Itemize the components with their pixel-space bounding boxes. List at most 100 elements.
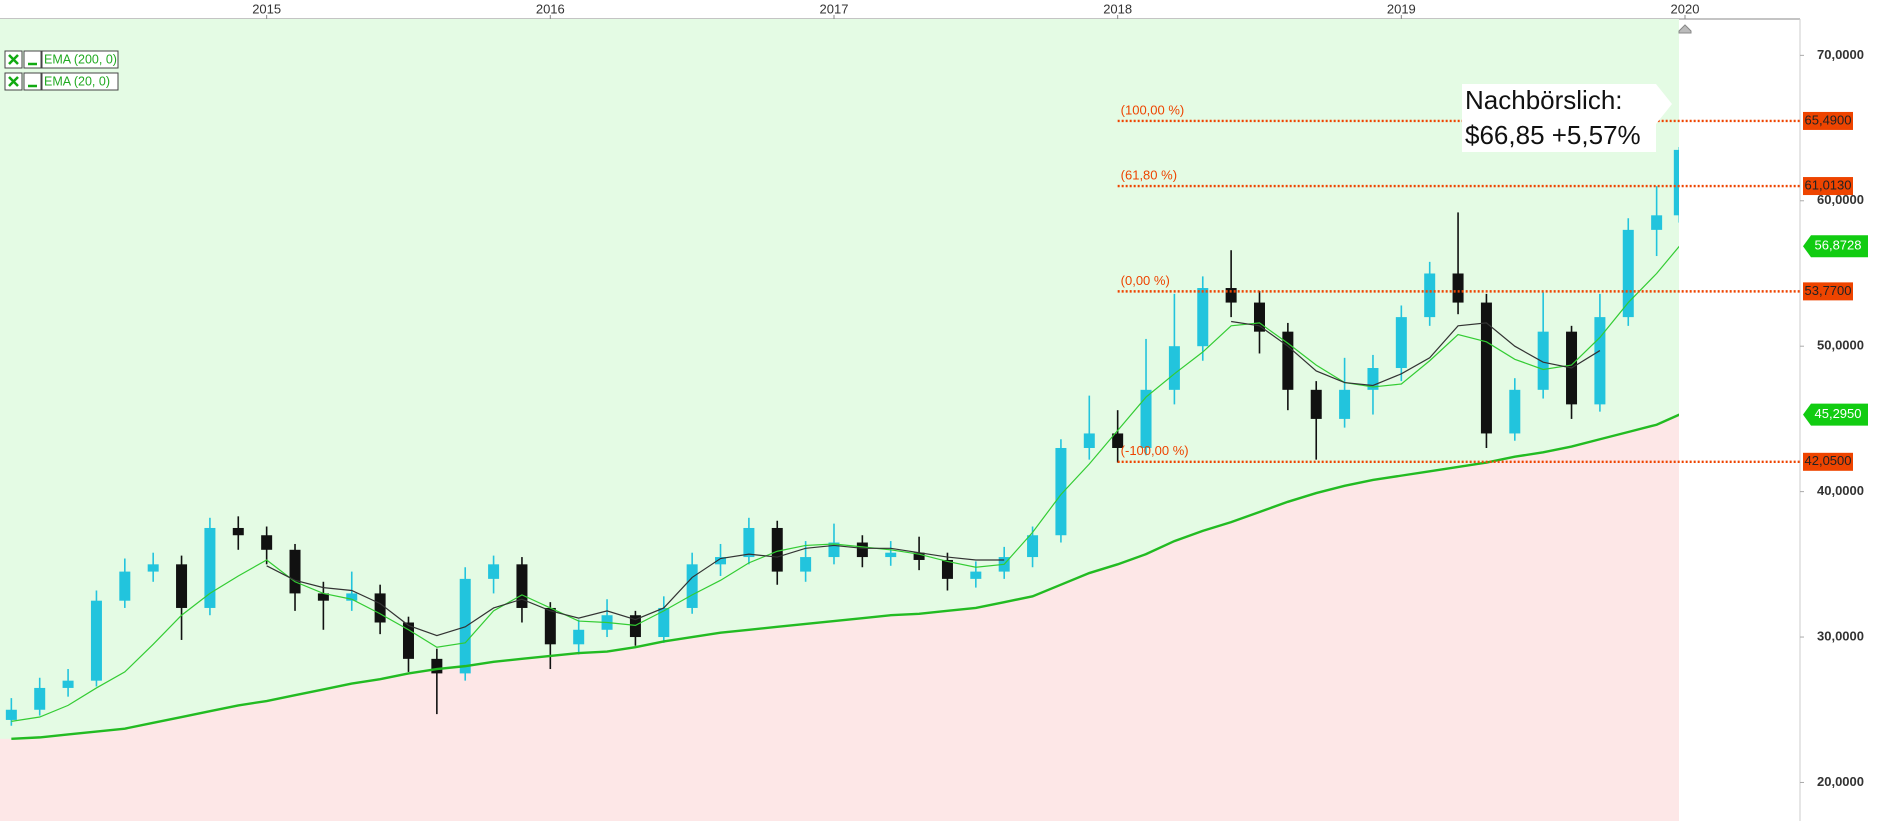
candle-body <box>1622 229 1634 318</box>
x-tick-label: 2018 <box>1103 1 1132 16</box>
level-label: (100,00 %) <box>1121 102 1185 117</box>
level-value-box <box>1803 282 1853 301</box>
level-value-box <box>1803 111 1853 130</box>
legend-label-box <box>41 50 119 69</box>
candle-body <box>1168 346 1180 390</box>
y-tick-label: 50,0000 <box>1817 338 1864 353</box>
candle-body <box>119 571 131 601</box>
legend-label: EMA (200, 0) <box>44 52 117 66</box>
candle-body <box>232 527 244 536</box>
candle-body <box>1424 273 1436 318</box>
candle-body <box>1339 389 1351 419</box>
candle-body <box>544 607 556 645</box>
candle-body <box>62 680 74 688</box>
level-label: (-100,00 %) <box>1121 443 1189 458</box>
candle-body <box>658 607 670 638</box>
last-value-label: 56,8728 <box>1815 238 1862 253</box>
candle-body <box>1480 302 1492 434</box>
candle-body <box>885 552 897 558</box>
x-tick-label: 2019 <box>1387 1 1416 16</box>
candle-body <box>90 600 102 681</box>
below-area <box>0 414 1679 821</box>
legend-label-box <box>41 72 119 91</box>
candle-body <box>1197 288 1209 347</box>
candle-body <box>176 564 188 608</box>
legend-close-x <box>8 54 19 65</box>
candle-body <box>743 527 755 558</box>
candle-body <box>1027 535 1039 558</box>
candle-body <box>1537 331 1549 390</box>
legend-label: EMA (20, 0) <box>44 74 110 88</box>
candle-body <box>856 542 868 558</box>
candle-body <box>374 593 386 623</box>
candle-body <box>715 557 727 565</box>
overlay: 2015 2016 2017 2018 2019 2020 20,0000 30,0000 40… <box>4 1 1868 789</box>
level-value-label: 53,7700 <box>1805 283 1852 298</box>
candle-body <box>34 687 46 710</box>
candle-body <box>828 542 840 558</box>
legend-close-x <box>8 76 19 87</box>
candle-body <box>573 629 585 645</box>
candle-body <box>1112 433 1124 448</box>
candle-body <box>1083 433 1095 448</box>
candle-body <box>771 527 783 572</box>
candle-body <box>913 552 925 560</box>
candle-body <box>261 535 273 550</box>
legend-min-icon <box>23 72 42 91</box>
level-value-box <box>1803 452 1853 471</box>
candle-body <box>970 571 982 579</box>
candle-body <box>431 658 443 674</box>
plot-area <box>5 146 1679 741</box>
legend-entry: EMA (200, 0) <box>4 50 119 69</box>
candle-body <box>941 559 953 579</box>
candle-body <box>1282 331 1294 390</box>
candle-body <box>459 578 471 674</box>
level-value-label: 65,4900 <box>1805 112 1852 127</box>
candle-body <box>629 615 641 638</box>
plot-background <box>0 19 1679 821</box>
legend-entry: EMA (20, 0) <box>4 72 119 91</box>
level-label: (0,00 %) <box>1121 273 1170 288</box>
last-value-box <box>1803 235 1868 258</box>
candle-body <box>147 564 159 572</box>
x-tick-label: 2017 <box>820 1 849 16</box>
annotation-box <box>1462 84 1672 152</box>
end-marker <box>1678 24 1692 34</box>
candle-body <box>516 564 528 608</box>
annotation-text: $66,85 +5,57% <box>1465 120 1641 150</box>
candle-body <box>1140 389 1152 448</box>
level-value-box <box>1803 177 1853 196</box>
candle-body <box>1673 149 1679 216</box>
x-tick-label: 2015 <box>252 1 281 16</box>
candle-body <box>346 593 358 601</box>
y-tick-label: 60,0000 <box>1817 192 1864 207</box>
candle-body <box>1395 317 1407 369</box>
candle-body <box>686 564 698 608</box>
candle-body <box>1367 368 1379 390</box>
candle-body <box>488 564 500 579</box>
candle-body <box>1225 288 1237 303</box>
candle-body <box>289 549 301 594</box>
indicator-line <box>11 413 1679 741</box>
y-tick-label: 20,0000 <box>1817 774 1864 789</box>
annotation-text: Nachbörslich: <box>1465 85 1623 115</box>
candle-body <box>317 593 329 601</box>
indicator-line <box>266 320 1601 637</box>
candle-body <box>204 527 216 608</box>
last-value-box <box>1803 403 1868 426</box>
x-tick-label: 2016 <box>536 1 565 16</box>
candle-body <box>1253 302 1265 332</box>
y-tick-label: 30,0000 <box>1817 628 1864 643</box>
candle-body <box>800 557 812 572</box>
candle-body <box>5 709 17 720</box>
last-value-label: 45,2950 <box>1815 406 1862 421</box>
candle-body <box>1509 389 1521 434</box>
y-tick-label: 40,0000 <box>1817 483 1864 498</box>
candle-body <box>1452 273 1464 303</box>
candle-body <box>1055 447 1067 536</box>
y-tick-label: 70,0000 <box>1817 47 1864 62</box>
x-tick-label: 2020 <box>1671 1 1700 16</box>
candle-body <box>1310 389 1322 419</box>
